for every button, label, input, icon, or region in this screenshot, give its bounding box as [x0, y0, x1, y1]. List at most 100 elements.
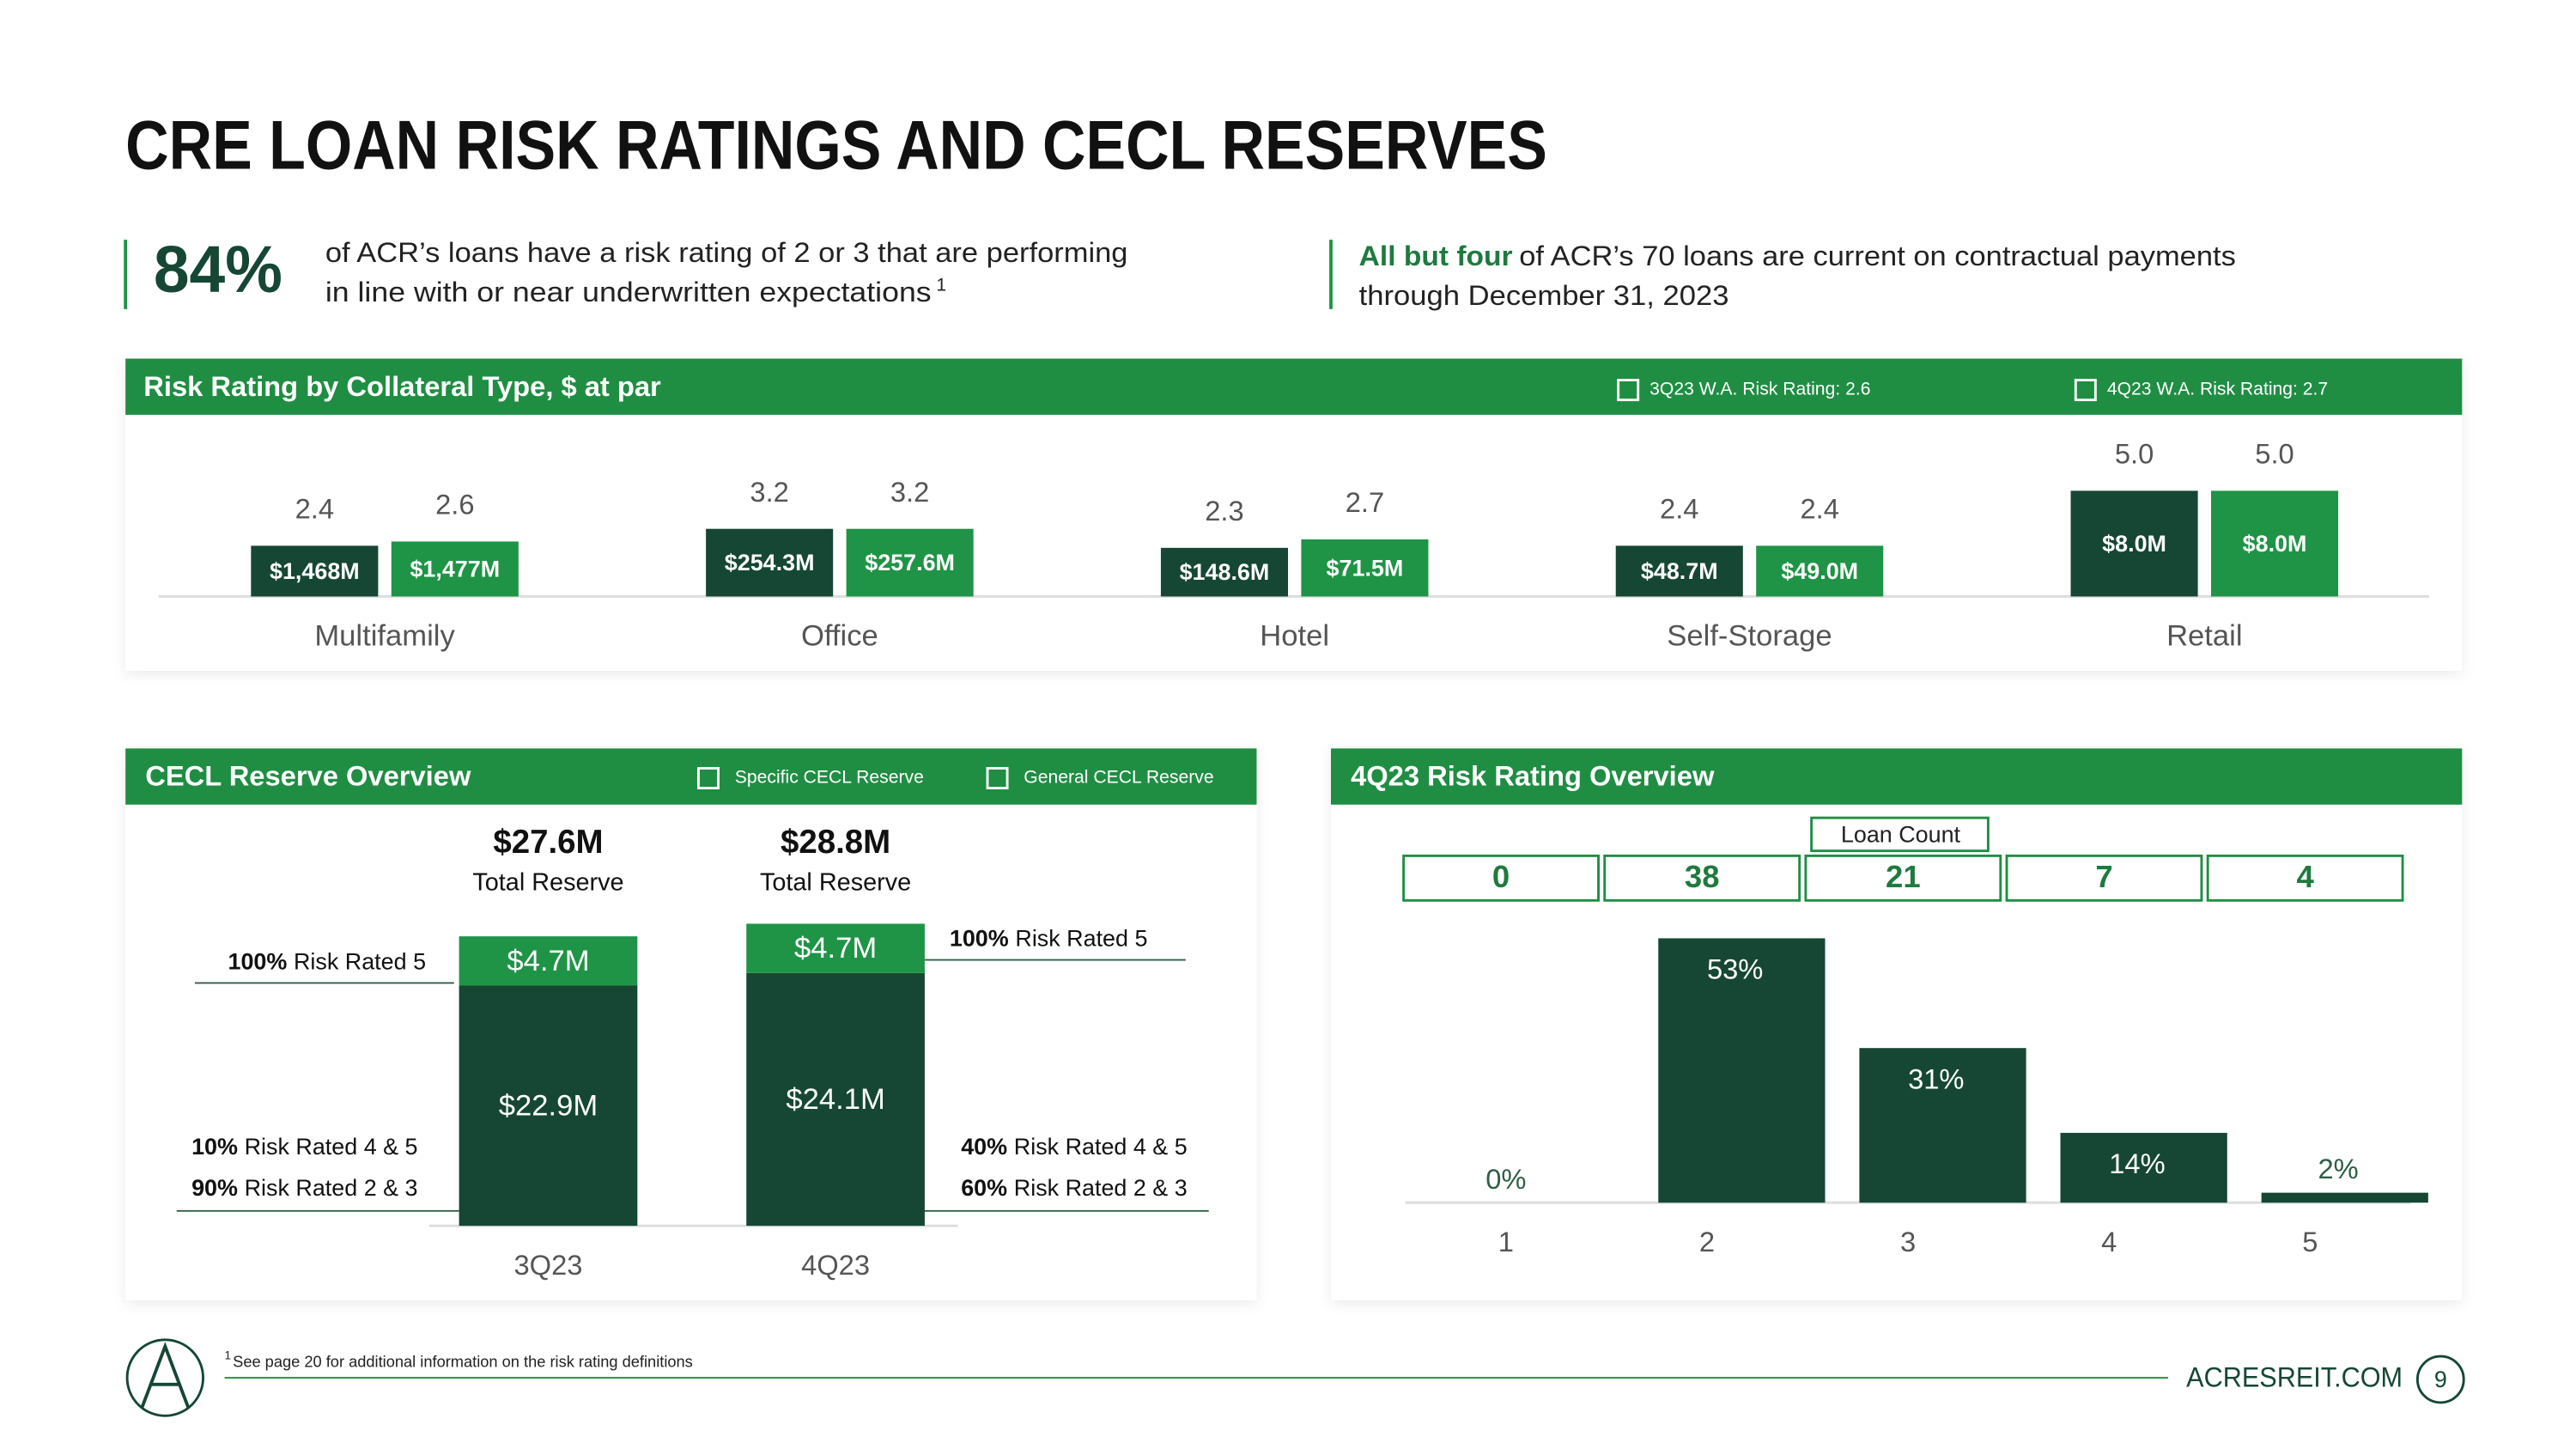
par-label: $8.0M	[2243, 531, 2307, 557]
slide-title: CRE LOAN RISK RATINGS AND CECL RESERVES	[125, 107, 1547, 185]
bar	[1160, 547, 1288, 597]
bar	[251, 545, 379, 597]
loan-count-title-box	[1810, 816, 1990, 853]
annotation-emphasis: 100%	[228, 948, 287, 974]
legend-label: General CECL Reserve	[1024, 768, 1213, 788]
legend-swatch	[2074, 379, 2097, 402]
callout-bar	[1329, 240, 1333, 309]
bar	[2060, 1132, 2227, 1203]
segment-label: $24.1M	[786, 1083, 884, 1116]
legend-label: Specific CECL Reserve	[735, 768, 924, 788]
category-label: 1	[1498, 1226, 1514, 1257]
annotation: 90% Risk Rated 2 & 3	[191, 1175, 417, 1201]
callout-highlight: 84%	[154, 233, 283, 307]
loan-count-box	[1402, 854, 1600, 902]
category-label: 3	[1900, 1226, 1916, 1257]
value-label: 0%	[1485, 1163, 1526, 1195]
loan-count: 0	[1492, 859, 1510, 894]
total-value: $27.6M	[493, 824, 603, 861]
loan-count: 7	[2095, 859, 2112, 894]
value-label: 2%	[2318, 1153, 2358, 1184]
loan-count: 21	[1886, 859, 1921, 894]
bar	[1756, 545, 1884, 597]
legend-swatch	[1617, 379, 1640, 402]
page-number: 9	[2434, 1367, 2447, 1392]
par-label: $257.6M	[865, 550, 955, 575]
annotation: 40% Risk Rated 4 & 5	[961, 1134, 1187, 1160]
callout-text: through December 31, 2023	[1359, 279, 1729, 311]
bar	[1615, 545, 1743, 597]
category-label: Multifamily	[314, 620, 455, 653]
annotation-emphasis: 40%	[961, 1134, 1007, 1160]
bar	[2211, 490, 2339, 597]
category-label: Self-Storage	[1667, 620, 1832, 653]
segment-label: $4.7M	[794, 932, 877, 965]
bar-segment	[459, 985, 638, 1227]
annotation-text: Risk Rated 5	[294, 948, 426, 974]
chart-title: CECL Reserve Overview	[145, 760, 471, 792]
bar	[2261, 1192, 2428, 1203]
total-value: $28.8M	[781, 824, 890, 861]
site-url: ACRESREIT.COM	[2186, 1361, 2403, 1393]
page-ring	[2415, 1355, 2465, 1404]
bar-segment	[459, 936, 638, 986]
annotation-emphasis: 100%	[950, 926, 1009, 952]
value-label: 2.6	[435, 489, 474, 521]
value-label: 5.0	[2255, 438, 2293, 470]
par-label: $254.3M	[725, 550, 815, 575]
category-label: 5	[2302, 1226, 2318, 1257]
bar	[706, 528, 834, 597]
bar	[1658, 938, 1826, 1203]
bar	[846, 528, 974, 597]
total-label: Total Reserve	[760, 869, 911, 897]
panel-header	[125, 748, 1257, 805]
par-label: $71.5M	[1327, 555, 1404, 581]
value-label: 2.4	[295, 493, 334, 525]
value-label: 31%	[1908, 1062, 1964, 1094]
annotation-text: Risk Rated 4 & 5	[245, 1134, 418, 1160]
bar	[1859, 1048, 2026, 1203]
panel-header	[125, 358, 2463, 415]
category-label: Retail	[2166, 620, 2242, 653]
value-label: 2.3	[1205, 495, 1243, 527]
bar	[391, 541, 519, 597]
annotation-text: Risk Rated 2 & 3	[245, 1175, 418, 1201]
category-label: 4	[2101, 1226, 2117, 1257]
category-label: 3Q23	[513, 1249, 582, 1281]
bar	[1301, 539, 1429, 597]
annotation: 100% Risk Rated 5	[950, 926, 1148, 952]
callout-text: in line with or near underwritten expect…	[325, 276, 932, 307]
footnote-ref: 1	[936, 276, 946, 295]
loan-count-box	[1603, 854, 1801, 902]
annotation-emphasis: 10%	[191, 1134, 238, 1160]
chart-title: 4Q23 Risk Rating Overview	[1351, 760, 1715, 792]
segment-label: $22.9M	[499, 1089, 598, 1122]
callout-bar	[124, 240, 128, 309]
par-label: $1,468M	[270, 558, 360, 584]
footnote-marker: 1	[225, 1349, 231, 1362]
bar	[2070, 490, 2198, 597]
logo-letter	[140, 1342, 191, 1409]
annotation-text: Risk Rated 4 & 5	[1014, 1134, 1188, 1160]
legend-swatch	[986, 767, 1009, 789]
category-label: 4Q23	[801, 1249, 870, 1281]
panel	[125, 748, 1257, 1300]
footnote: See page 20 for additional information o…	[233, 1353, 693, 1371]
legend-label: 3Q23 W.A. Risk Rating: 2.6	[1649, 380, 1870, 399]
loan-count-box	[2206, 854, 2404, 902]
bar-segment	[746, 923, 925, 973]
value-label: 2.4	[1801, 493, 1839, 525]
loan-count-box	[2005, 854, 2203, 902]
loan-count-box	[1804, 854, 2002, 902]
value-label: 2.7	[1346, 486, 1384, 518]
annotation-text: Risk Rated 5	[1015, 926, 1147, 952]
segment-label: $4.7M	[507, 945, 589, 977]
legend-label: 4Q23 W.A. Risk Rating: 2.7	[2107, 380, 2328, 399]
callout-text: of ACR’s 70 loans are current on contrac…	[1519, 240, 2236, 271]
annotation: 100% Risk Rated 5	[228, 948, 426, 974]
logo-ring	[125, 1338, 204, 1417]
category-label: Office	[801, 620, 878, 653]
annotation-emphasis: 60%	[961, 1175, 1007, 1201]
